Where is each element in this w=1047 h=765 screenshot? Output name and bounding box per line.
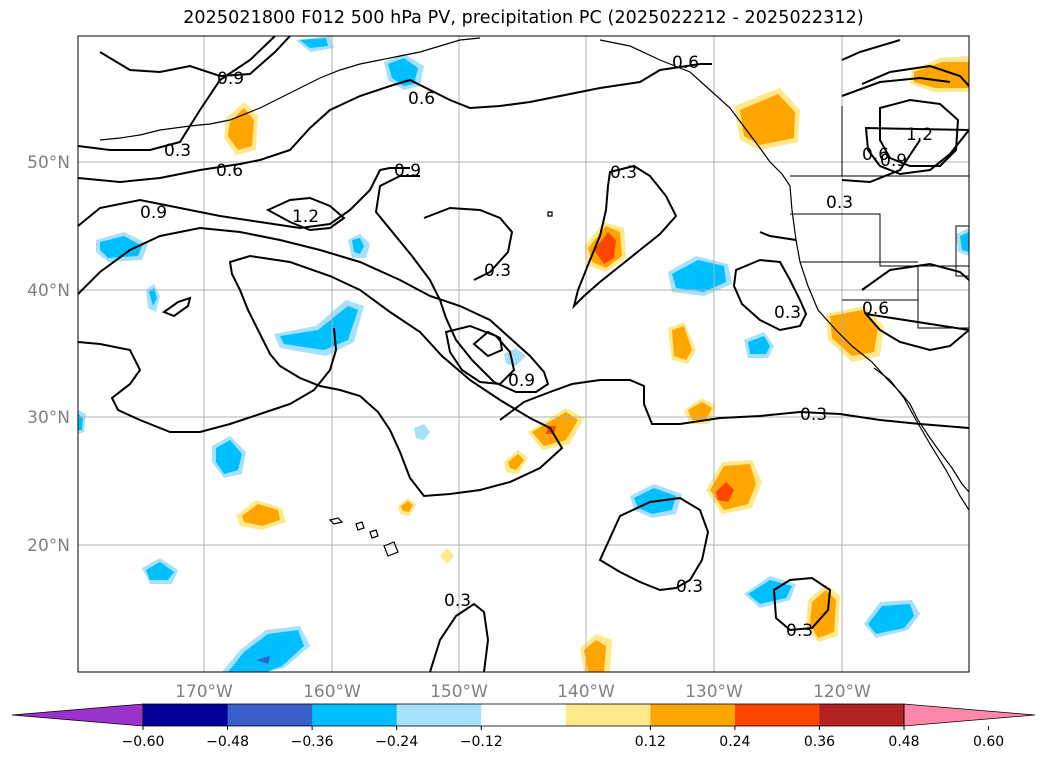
colorbar-tick-label: 0.36 — [804, 734, 835, 750]
contour-labels: 0.9 0.3 0.6 0.9 1.2 0.6 0.9 0.3 0.9 0.3 … — [140, 53, 933, 641]
lon-label: 130°W — [685, 682, 743, 702]
gridlines — [78, 36, 969, 672]
colorbar-segment — [734, 704, 820, 726]
colorbar-segment — [565, 704, 651, 726]
lat-label: 30°N — [27, 408, 70, 428]
colorbar-extend-high — [903, 703, 1036, 727]
colorbar-tick-label: −0.60 — [122, 734, 165, 750]
map-frame — [77, 35, 970, 673]
lat-label: 40°N — [27, 281, 70, 301]
colorbar-tick-label: 0.12 — [635, 734, 666, 750]
colorbar-segment — [396, 704, 482, 726]
contour-label: 0.3 — [774, 303, 801, 323]
contour-label: 0.9 — [217, 69, 244, 89]
contour-label: 0.3 — [826, 193, 853, 213]
contour-label: 0.3 — [786, 621, 813, 641]
colorbar-segment — [481, 704, 567, 726]
longitude-labels: 170°W 160°W 150°W 140°W 130°W 120°W — [175, 682, 871, 702]
colorbar-outline — [142, 703, 905, 727]
colorbar-tick-label: −0.12 — [460, 734, 503, 750]
contour-label: 0.3 — [676, 577, 703, 597]
contour-label: 1.2 — [292, 207, 319, 227]
contour-label: 0.3 — [164, 141, 191, 161]
lon-label: 150°W — [430, 682, 488, 702]
contour-label: 0.3 — [444, 591, 471, 611]
lat-label: 50°N — [27, 153, 70, 173]
lon-label: 140°W — [557, 682, 615, 702]
contour-label: 0.6 — [216, 161, 243, 181]
contour-label: 0.6 — [862, 299, 889, 319]
contour-label: 0.9 — [394, 161, 421, 181]
map-title: 2025021800 F012 500 hPa PV, precipitatio… — [183, 8, 864, 28]
colorbar-segment — [312, 704, 398, 726]
contour-label: 0.3 — [800, 405, 827, 425]
contour-label: 0.3 — [484, 261, 511, 281]
contour-label: 1.2 — [906, 125, 933, 145]
colorbar-tick-label: 0.24 — [719, 734, 750, 750]
colorbar-tick-label: 0.48 — [888, 734, 919, 750]
contour-label: 0.3 — [610, 163, 637, 183]
colorbar-tick-label: −0.48 — [206, 734, 249, 750]
colorbar-extend-low — [11, 703, 144, 727]
contour-label: 0.9 — [880, 151, 907, 171]
lon-label: 160°W — [303, 682, 361, 702]
lat-label: 20°N — [27, 536, 70, 556]
colorbar-segment — [227, 704, 313, 726]
precip-positive-shading — [224, 56, 969, 672]
contour-label: 0.6 — [672, 53, 699, 73]
precip-negative-shading — [78, 36, 969, 672]
colorbar-tick-label: −0.36 — [291, 734, 334, 750]
colorbar-segment — [650, 704, 736, 726]
contour-label: 0.6 — [862, 145, 889, 165]
contour-label: 0.9 — [508, 371, 535, 391]
colorbar-segment — [143, 704, 229, 726]
pv-contours — [78, 36, 969, 672]
contour-label: 0.9 — [140, 203, 167, 223]
lon-label: 170°W — [175, 682, 233, 702]
lon-label: 120°W — [813, 682, 871, 702]
colorbar-segment — [819, 704, 905, 726]
colorbar: −0.60 −0.48 −0.36 −0.24 −0.12 0.12 0.24 0.36 0.4… — [11, 703, 1036, 750]
colorbar-tick-label: −0.24 — [375, 734, 418, 750]
contour-label: 0.6 — [408, 89, 435, 109]
coastlines — [99, 37, 969, 557]
colorbar-tick-label: 0.60 — [973, 734, 1004, 750]
latitude-labels: 50°N 40°N 30°N 20°N — [27, 153, 70, 556]
